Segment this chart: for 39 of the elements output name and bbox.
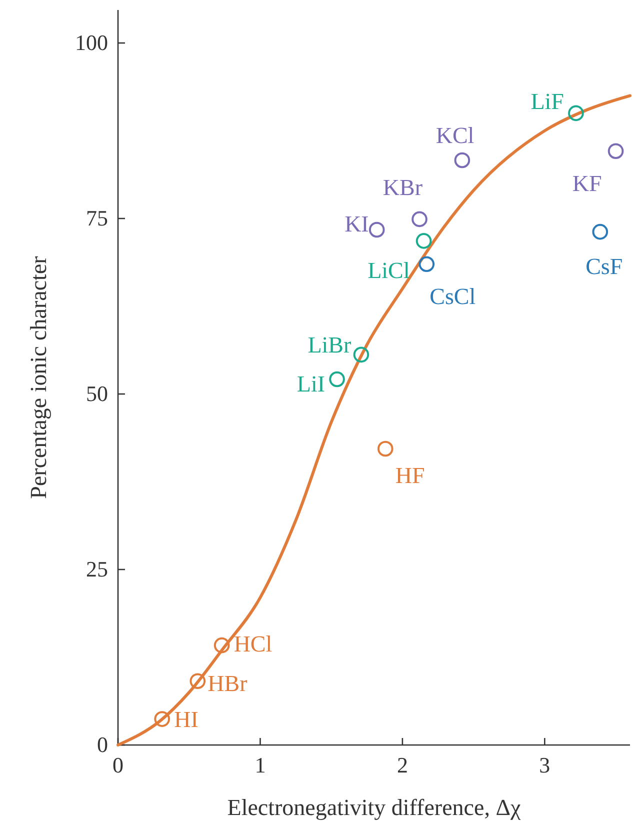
point (416, 233, 432, 249)
annotation: HBr (208, 671, 248, 696)
y-tick-label: 100 (75, 30, 108, 56)
point (368, 222, 385, 238)
annotation: KI (344, 212, 369, 237)
point (608, 143, 624, 159)
annotation: HI (174, 707, 198, 732)
y-tick-label: 50 (86, 381, 108, 406)
y-tick-label: 75 (86, 206, 108, 231)
point (377, 440, 394, 457)
point (353, 346, 370, 363)
annotation: KF (572, 171, 602, 196)
y-tick-label: 25 (86, 556, 108, 582)
y-tick-label: 0 (97, 732, 108, 758)
point (568, 105, 584, 122)
point (329, 371, 345, 388)
annotation: KBr (382, 175, 423, 200)
x-tick-label: 2 (396, 752, 408, 778)
y-axis-title: Percentage ionic character (26, 256, 51, 499)
x-tick-label: 1 (254, 752, 266, 778)
point (592, 224, 608, 240)
annotation: KCl (436, 123, 474, 148)
point (412, 211, 428, 228)
x-axis-title: Electronegativity difference, Δχ (227, 795, 522, 820)
point (454, 152, 470, 168)
annotation: LiBr (308, 332, 352, 358)
point (418, 256, 435, 272)
annotation: LiF (530, 89, 564, 114)
point (214, 637, 230, 654)
annotation: LiCl (368, 258, 410, 283)
annotation: LiI (296, 371, 326, 396)
annotation: CsCl (430, 284, 476, 310)
annotation: HCl (234, 631, 272, 656)
x-tick-label: 3 (539, 752, 550, 778)
annotation: HF (395, 462, 425, 488)
point (154, 711, 170, 727)
point (190, 673, 206, 690)
annotation: CsF (586, 254, 623, 279)
x-tick-label: 0 (112, 752, 124, 778)
